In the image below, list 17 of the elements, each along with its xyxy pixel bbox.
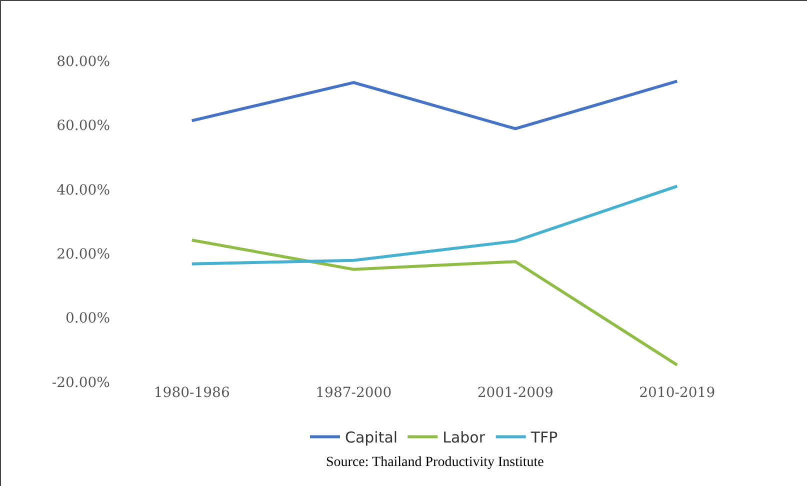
source-note: Source: Thailand Productivity Institute [326, 455, 544, 470]
legend-label: Labor [442, 428, 486, 447]
x-tick-label: 2001-2009 [477, 385, 554, 401]
y-tick-label: -20.00% [52, 374, 110, 391]
y-tick-label: 0.00% [66, 310, 110, 327]
line-series [190, 238, 679, 366]
y-tick-label: 40.00% [56, 182, 110, 198]
y-tick-label: 20.00% [56, 246, 110, 262]
line-series [190, 80, 679, 130]
line-series [190, 184, 679, 266]
y-tick-label: 80.00% [56, 54, 110, 70]
legend-label: TFP [530, 428, 558, 447]
legend-label: Capital [345, 428, 398, 447]
x-tick-label: 2010-2019 [639, 385, 716, 401]
x-tick-label: 1980-1986 [154, 385, 230, 401]
y-tick-label: 60.00% [56, 118, 110, 134]
x-tick-label: 1987-2000 [316, 385, 392, 401]
